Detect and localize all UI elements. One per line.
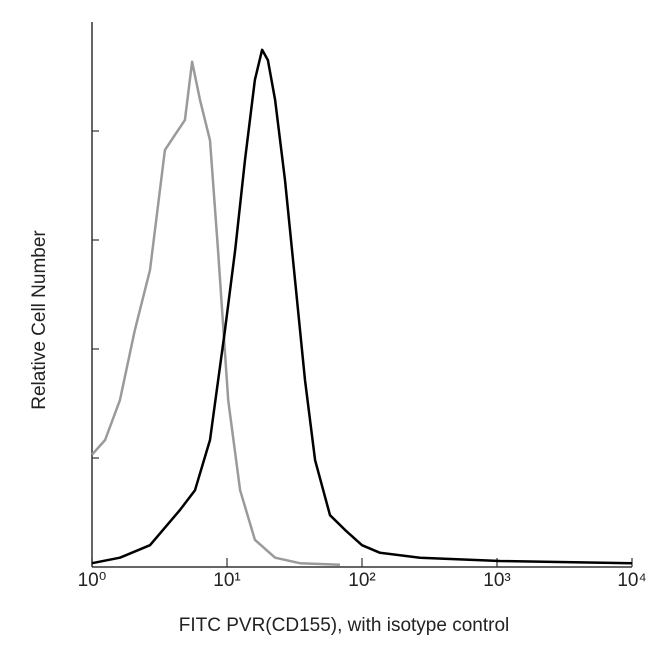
x-tick-label: 10⁴ [617, 570, 646, 591]
histogram-line [91, 48, 633, 565]
histogram-line [91, 60, 341, 567]
x-tick-label: 10¹ [213, 570, 240, 591]
x-tick-label: 10⁰ [78, 570, 107, 591]
x-tick-label: 10³ [483, 570, 510, 591]
x-axis-label: FITC PVR(CD155), with isotype control [179, 615, 510, 636]
y-axis-label: Relative Cell Number [29, 230, 50, 410]
x-tick-label: 10² [348, 570, 375, 591]
